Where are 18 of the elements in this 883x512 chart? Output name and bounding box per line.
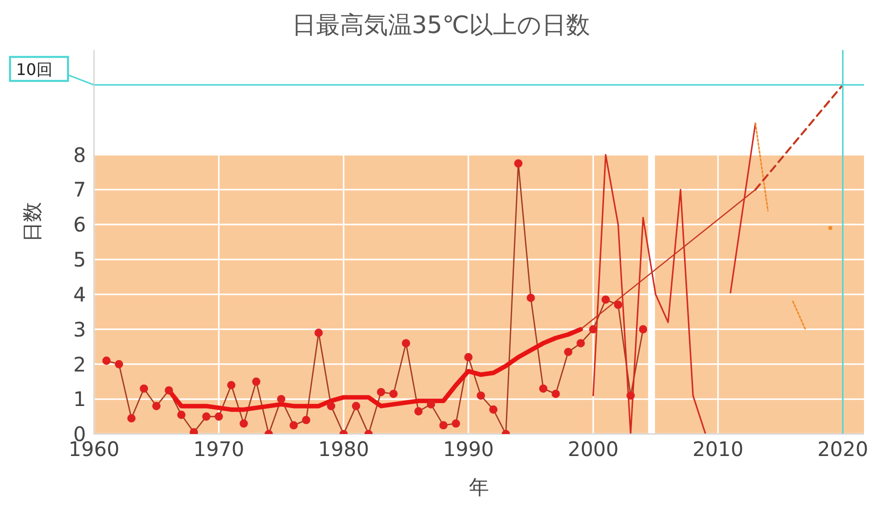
x-axis-title: 年	[469, 475, 489, 499]
y-tick-label: 2	[73, 352, 86, 376]
chart-title: 日最高気温35℃以上の日数	[290, 10, 592, 41]
y-tick-label: 7	[73, 178, 86, 202]
y-tick-label: 4	[73, 282, 86, 306]
y-tick-label: 8	[73, 142, 86, 167]
x-tick-label: 2000	[568, 437, 619, 462]
x-tick-label: 2010	[692, 437, 744, 462]
y-tick-label: 6	[73, 212, 86, 237]
x-tick-label: 1980	[318, 437, 370, 462]
y-tick-label: 3	[73, 317, 86, 342]
y-tick-label: 5	[73, 248, 86, 272]
x-tick-label: 1970	[193, 437, 244, 462]
legend-label: 10回	[16, 60, 52, 79]
y-axis-title: 日数	[20, 202, 44, 242]
y-tick-label: 1	[73, 387, 86, 412]
x-tick-label: 2020	[817, 437, 868, 462]
x-tick-label: 1990	[442, 437, 494, 462]
